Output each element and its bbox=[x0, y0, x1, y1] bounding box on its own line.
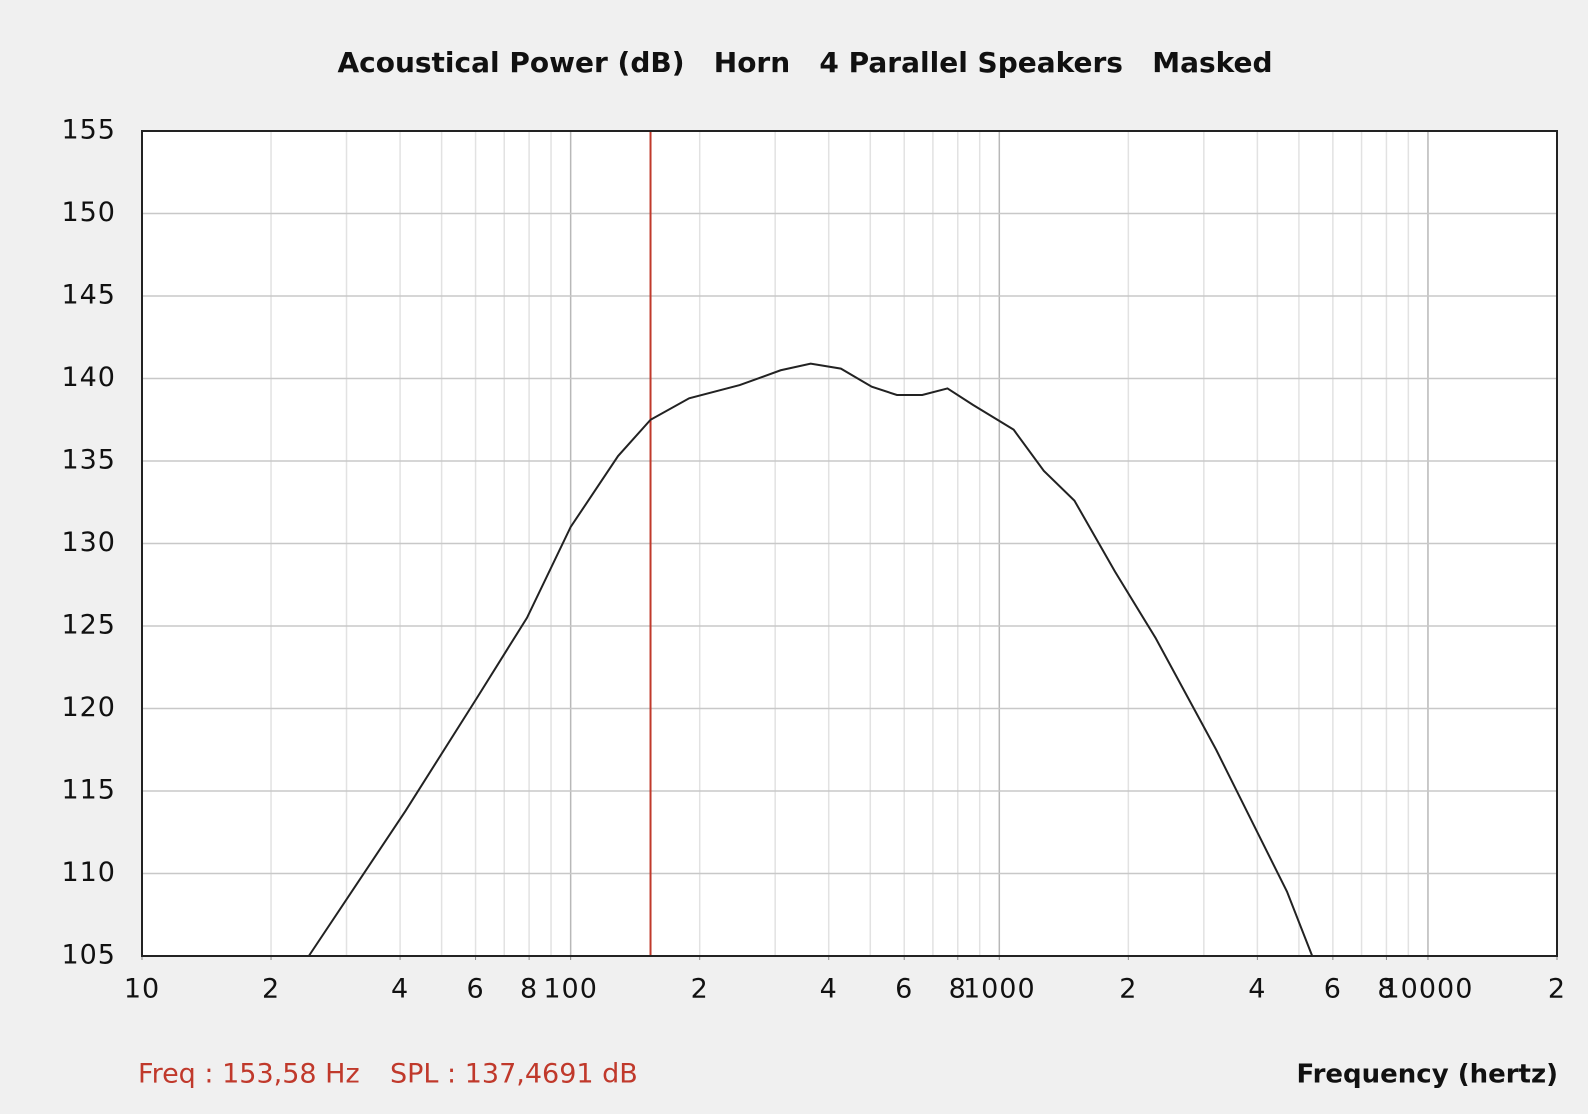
x-tick-label: 6 bbox=[466, 974, 484, 1005]
x-tick-label: 8 bbox=[949, 974, 967, 1005]
x-axis-label: Frequency (hertz) bbox=[1296, 1060, 1558, 1090]
y-tick-label: 120 bbox=[61, 692, 116, 723]
x-tick-label: 8 bbox=[520, 974, 538, 1005]
x-tick-label: 2 bbox=[262, 974, 280, 1005]
x-tick-label: 2 bbox=[1119, 974, 1137, 1005]
plot-frame bbox=[141, 130, 1558, 957]
x-tick-label: 6 bbox=[1324, 974, 1342, 1005]
x-tick-label: 100 bbox=[543, 974, 598, 1005]
y-tick-label: 115 bbox=[61, 775, 116, 806]
cursor-spl: SPL : 137,4691 dB bbox=[390, 1059, 638, 1090]
x-tick-label: 2 bbox=[1548, 974, 1566, 1005]
y-tick-label: 150 bbox=[61, 197, 116, 228]
y-tick-label: 155 bbox=[61, 115, 116, 146]
x-tick-label: 4 bbox=[391, 974, 409, 1005]
y-tick-label: 140 bbox=[61, 362, 116, 393]
data-line bbox=[307, 362, 1314, 957]
x-tick-label: 10 bbox=[124, 974, 160, 1005]
x-tick-label: 2 bbox=[691, 974, 709, 1005]
cursor-freq: Freq : 153,58 Hz bbox=[138, 1059, 360, 1090]
y-tick-label: 145 bbox=[61, 280, 116, 311]
y-tick-label: 130 bbox=[61, 527, 116, 558]
x-tick-label: 10000 bbox=[1383, 974, 1474, 1005]
x-tick-label: 1000 bbox=[963, 974, 1036, 1005]
y-tick-label: 135 bbox=[61, 445, 116, 476]
y-tick-label: 105 bbox=[61, 940, 116, 971]
x-tick-label: 6 bbox=[895, 974, 913, 1005]
chart-title: Acoustical Power (dB) Horn 4 Parallel Sp… bbox=[337, 46, 1272, 79]
x-tick-label: 4 bbox=[820, 974, 838, 1005]
y-tick-label: 125 bbox=[61, 610, 116, 641]
x-tick-label: 8 bbox=[1377, 974, 1395, 1005]
x-tick-label: 4 bbox=[1248, 974, 1266, 1005]
y-tick-label: 110 bbox=[61, 857, 116, 888]
